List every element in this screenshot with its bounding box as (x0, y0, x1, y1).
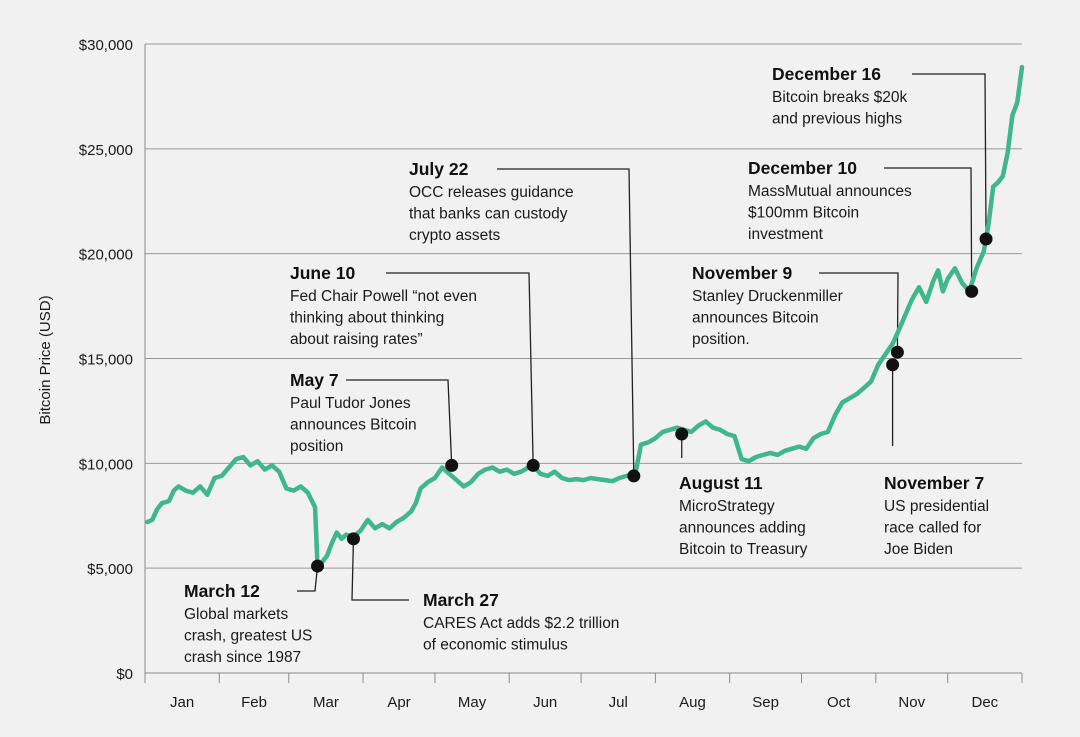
annotation-text: about raising rates” (290, 331, 423, 348)
annotation-title: May 7 (290, 370, 339, 390)
annotation-text: that banks can custody (409, 206, 568, 223)
x-tick-label: Apr (387, 694, 410, 711)
annotation-title: March 12 (184, 581, 260, 601)
annotation-title: November 7 (884, 473, 984, 493)
x-tick-label: Aug (679, 694, 706, 711)
annotation-text: Joe Biden (884, 541, 953, 558)
leader-line (884, 167, 973, 292)
event-marker (886, 358, 900, 372)
y-tick-label: $10,000 (79, 456, 133, 473)
annotation-text: CARES Act adds $2.2 trillion (423, 615, 619, 632)
y-tick-label: $0 (116, 666, 133, 683)
annotation-text: Paul Tudor Jones (290, 395, 411, 412)
leader-line (819, 272, 899, 353)
x-tick-label: Jan (170, 694, 194, 711)
event-markers (311, 232, 993, 573)
price-line-layer (145, 64, 1025, 569)
annotation-title: December 16 (772, 64, 881, 84)
leader-line (386, 272, 534, 466)
annotation-text: MassMutual announces (748, 183, 912, 200)
y-tick-label: $20,000 (79, 247, 133, 264)
x-tick-label: May (458, 694, 487, 711)
annotation-text: crash, greatest US (184, 628, 312, 645)
annotation-leaders (297, 73, 987, 601)
annotation-title: June 10 (290, 263, 355, 283)
annotation-text: Bitcoin breaks $20k (772, 89, 908, 106)
x-tick-label: Feb (241, 694, 267, 711)
annotation-text: $100mm Bitcoin (748, 205, 859, 222)
annotation-text: Bitcoin to Treasury (679, 541, 808, 558)
y-axis-label: Bitcoin Price (USD) (37, 295, 54, 424)
x-tick-label: Sep (752, 694, 779, 711)
event-marker (346, 532, 360, 546)
annotation-text: announces Bitcoin (290, 417, 417, 434)
leader-line (497, 168, 635, 476)
annotation-title: August 11 (679, 473, 763, 493)
event-marker (445, 458, 459, 472)
annotation-texts: March 12 Global markets crash, greatest US… (184, 64, 989, 666)
event-marker (890, 345, 904, 359)
series-line (145, 64, 1025, 569)
annotation-title: March 27 (423, 590, 499, 610)
y-tick-label: $25,000 (79, 142, 133, 159)
annotation-text: US presidential (884, 498, 989, 515)
annotation-text: crash since 1987 (184, 649, 301, 666)
annotation-text: announces adding (679, 520, 806, 537)
annotation-text: announces Bitcoin (692, 310, 819, 327)
leader-line (912, 73, 987, 239)
annotation-text: crypto assets (409, 227, 501, 244)
event-marker (979, 232, 993, 246)
annotation-text: Fed Chair Powell “not even (290, 288, 477, 305)
annotation-text: position (290, 438, 343, 455)
x-tick-label: Oct (827, 694, 851, 711)
x-tick-label: Jul (609, 694, 628, 711)
annotation-text: Stanley Druckenmiller (692, 288, 843, 305)
event-marker (965, 284, 979, 298)
axes: $0 $5,000 $10,000 $15,000 $20,000 $25,000 $30,… (79, 37, 1023, 711)
leader-line (297, 566, 319, 592)
x-tick-label: Nov (898, 694, 925, 711)
annotation-text: MicroStrategy (679, 498, 775, 515)
annotation-text: position. (692, 331, 750, 348)
y-tick-label: $15,000 (79, 352, 133, 369)
annotation-text: race called for (884, 520, 981, 537)
annotation-title: December 10 (748, 158, 857, 178)
annotation-text: and previous highs (772, 111, 902, 128)
y-tick-label: $30,000 (79, 37, 133, 54)
event-marker (675, 427, 689, 441)
annotation-text: thinking about thinking (290, 310, 444, 327)
y-tick-label: $5,000 (87, 561, 133, 578)
x-tick-label: Jun (533, 694, 557, 711)
gridlines (145, 43, 1022, 569)
annotation-text: of economic stimulus (423, 637, 568, 654)
event-marker (627, 469, 641, 483)
annotation-title: July 22 (409, 159, 469, 179)
event-marker (526, 458, 540, 472)
annotation-text: investment (748, 226, 824, 243)
annotation-text: Global markets (184, 606, 288, 623)
event-marker (311, 559, 325, 573)
x-tick-label: Mar (313, 694, 339, 711)
annotation-text: OCC releases guidance (409, 184, 574, 201)
leader-line (351, 538, 409, 601)
x-tick-label: Dec (972, 694, 999, 711)
annotation-title: November 9 (692, 263, 792, 283)
leader-line (346, 379, 453, 466)
